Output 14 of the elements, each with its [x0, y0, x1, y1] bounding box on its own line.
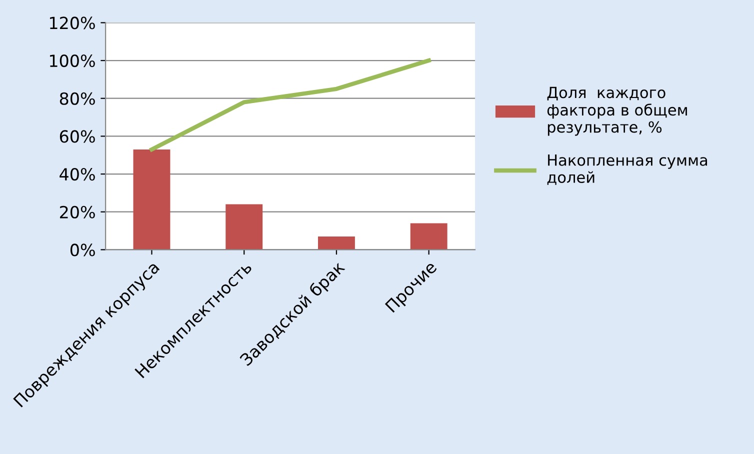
bar: [226, 204, 263, 250]
y-tick-label: 40%: [60, 168, 95, 181]
y-tick-label: 60%: [60, 130, 95, 143]
legend-label: Доля каждого фактора в общем результате, %: [547, 86, 687, 136]
y-tick-label: 0%: [70, 244, 95, 256]
y-tick-label: 120%: [50, 16, 95, 30]
legend-label: Накопленная сумма долей: [547, 154, 708, 185]
y-tick-label: 100%: [50, 54, 95, 68]
bar: [133, 149, 170, 250]
bar: [318, 236, 355, 250]
line-series: [150, 58, 431, 152]
bar: [410, 223, 448, 250]
y-tick-label: 80%: [60, 92, 95, 105]
y-tick-label: 20%: [60, 206, 95, 218]
